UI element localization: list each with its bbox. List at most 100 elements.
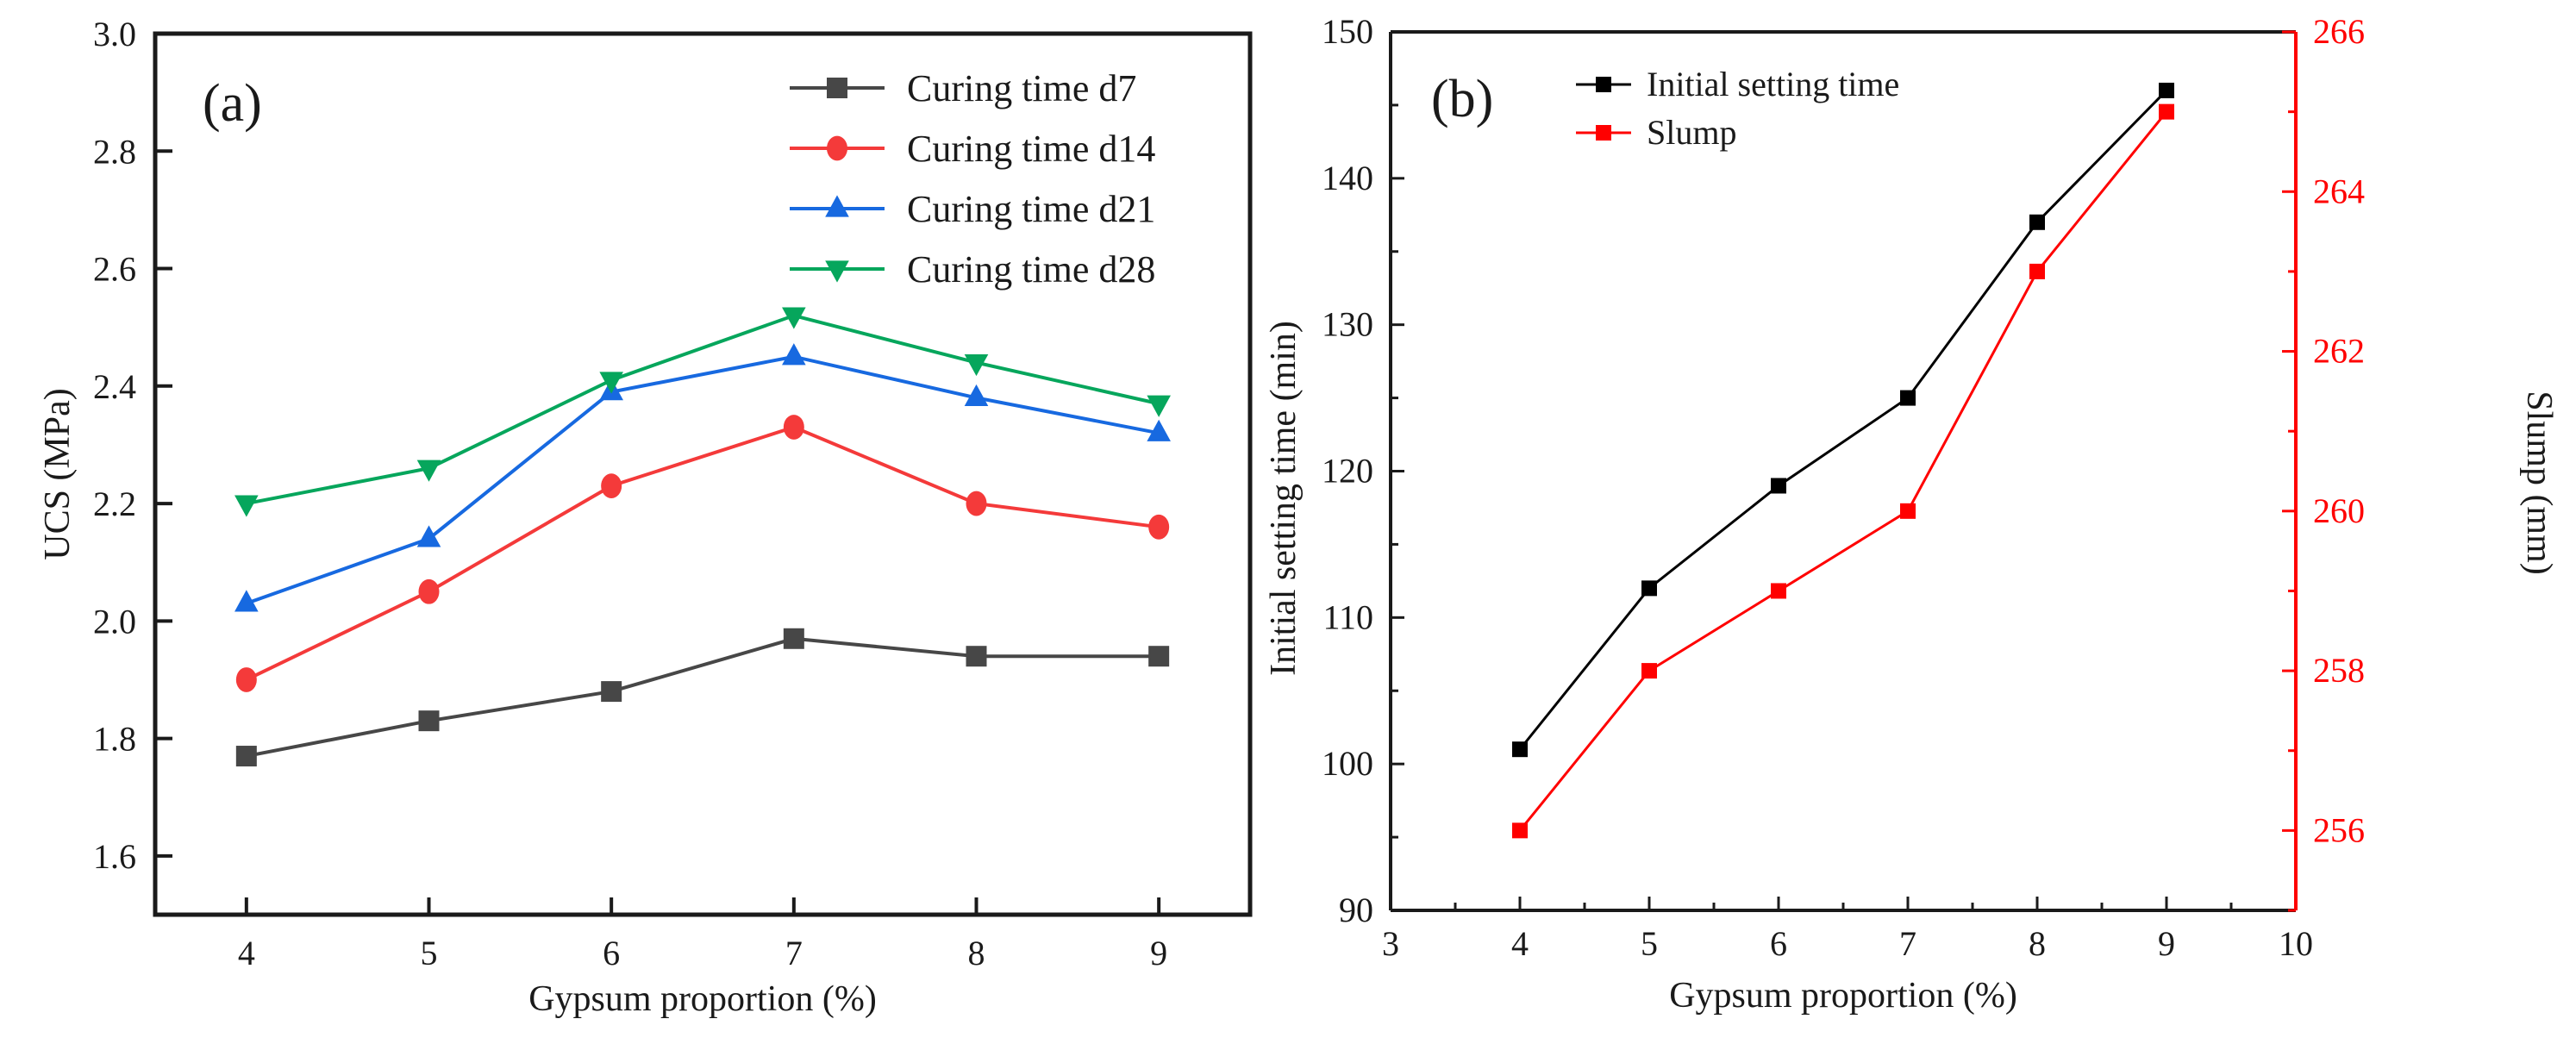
- data-point: [416, 459, 441, 482]
- legend-label: Slump: [1647, 113, 1736, 152]
- series-slump: [1512, 103, 2174, 839]
- data-point: [2029, 263, 2045, 279]
- data-point: [782, 343, 806, 366]
- data-point: [1148, 514, 1170, 540]
- legend-label: Curing time d14: [907, 128, 1155, 170]
- chart-b-x-ticks: 3 4 5 6 7 8 9 10: [1382, 897, 2313, 963]
- y2-tick-label: 260: [2313, 491, 2365, 530]
- chart-b-y-ticks: 90 100 110 120 130 140 150: [1322, 12, 1404, 929]
- y-tick-label: 2.4: [93, 367, 136, 406]
- y-tick-label: 140: [1322, 159, 1373, 197]
- y2-tick-label: 262: [2313, 332, 2365, 371]
- x-tick-label: 10: [2279, 924, 2313, 963]
- legend-marker: [1596, 77, 1611, 92]
- y2-tick-label: 266: [2313, 12, 2365, 51]
- data-point: [1148, 646, 1170, 667]
- legend-marker: [825, 260, 849, 283]
- chart-b-y2-ticks: 256 258 260 262 264 266: [2282, 12, 2365, 912]
- y-tick-label: 1.8: [93, 720, 136, 759]
- x-tick-label: 9: [1150, 934, 1167, 972]
- chart-b-y2-axis-title: Slump (mm): [2519, 391, 2559, 575]
- data-point: [1147, 419, 1171, 441]
- y-tick-label: 2.2: [93, 484, 136, 523]
- chart-a-plot-frame: [153, 31, 1253, 917]
- legend-label: Initial setting time: [1647, 65, 1899, 103]
- x-tick-label: 4: [238, 934, 255, 972]
- y-tick-label: 3.0: [93, 15, 136, 53]
- x-tick-label: 6: [603, 934, 620, 972]
- data-point: [235, 746, 257, 767]
- legend-label: Curing time d28: [907, 248, 1155, 291]
- data-point: [2159, 103, 2174, 120]
- data-point: [1900, 390, 1916, 406]
- data-point: [966, 646, 987, 667]
- series-curing-time-d28: [234, 307, 1171, 517]
- data-point: [601, 681, 622, 703]
- data-point: [966, 491, 987, 516]
- y-tick-label: 150: [1322, 12, 1373, 51]
- y-tick-label: 2.6: [93, 250, 136, 289]
- y-tick-label: 90: [1339, 891, 1373, 929]
- series-initial-setting-time: [1512, 82, 2174, 758]
- x-tick-label: 4: [1511, 924, 1529, 963]
- x-tick-label: 5: [1641, 924, 1658, 963]
- data-point: [2029, 214, 2045, 230]
- data-point: [601, 473, 622, 499]
- chart-a-series: [234, 307, 1171, 767]
- y-tick-label: 1.6: [93, 837, 136, 876]
- data-point: [418, 710, 440, 732]
- data-point: [599, 372, 623, 394]
- x-tick-label: 9: [2158, 924, 2175, 963]
- y-tick-label: 130: [1322, 305, 1373, 344]
- data-point: [783, 415, 804, 440]
- series-line: [1518, 110, 2168, 832]
- y-tick-label: 120: [1322, 452, 1373, 491]
- data-point: [1147, 395, 1171, 417]
- chart-b-panel-label: (b): [1431, 70, 1493, 128]
- chart-a-y-axis-title: UCS (MPa): [38, 388, 78, 560]
- legend-marker: [825, 195, 849, 217]
- series-curing-time-d21: [234, 343, 1171, 612]
- data-point: [964, 384, 989, 407]
- data-point: [1641, 580, 1657, 597]
- legend-item: Slump: [1576, 113, 1736, 152]
- chart-a-y-ticks: 1.6 1.8 2.0 2.2 2.4 2.6 2.8 3.0: [93, 15, 172, 876]
- legend-item: Curing time d28: [790, 248, 1155, 291]
- chart-a-panel-label: (a): [203, 74, 262, 133]
- data-point: [1512, 822, 1528, 839]
- series-line: [246, 354, 1160, 605]
- y-tick-label: 2.8: [93, 132, 136, 171]
- x-tick-label: 7: [785, 934, 803, 972]
- chart-a-legend: Curing time d7 Curing time d14 Curing time…: [790, 67, 1155, 291]
- series-line: [246, 313, 1160, 506]
- data-point: [1900, 503, 1916, 519]
- series-curing-time-d7: [235, 628, 1170, 767]
- data-point: [234, 590, 259, 612]
- data-point: [416, 525, 441, 547]
- chart-a-x-axis-title: Gypsum proportion (%): [528, 979, 877, 1019]
- y-tick-label: 110: [1322, 597, 1373, 636]
- x-tick-label: 6: [1770, 924, 1787, 963]
- x-tick-label: 8: [2029, 924, 2046, 963]
- chart-a-x-ticks: 4 5 6 7 8 9: [238, 897, 1167, 972]
- data-point: [1771, 583, 1786, 599]
- x-tick-label: 7: [1899, 924, 1916, 963]
- y-tick-label: 2.0: [93, 602, 136, 641]
- y-tick-label: 100: [1322, 744, 1373, 783]
- legend-marker: [827, 135, 847, 161]
- y2-tick-label: 256: [2313, 810, 2365, 849]
- series-line: [1518, 89, 2168, 751]
- data-point: [234, 495, 259, 517]
- legend-item: Initial setting time: [1576, 65, 1899, 103]
- chart-b-legend: Initial setting time Slump: [1576, 65, 1899, 152]
- data-point: [1641, 663, 1657, 679]
- legend-item: Curing time d21: [790, 188, 1155, 230]
- series-line: [245, 425, 1160, 682]
- data-point: [964, 353, 989, 377]
- data-point: [2159, 82, 2174, 98]
- y2-tick-label: 264: [2313, 172, 2365, 210]
- chart-b-x-axis-title: Gypsum proportion (%): [1669, 976, 2017, 1016]
- x-tick-label: 5: [421, 934, 438, 972]
- series-line: [246, 636, 1160, 759]
